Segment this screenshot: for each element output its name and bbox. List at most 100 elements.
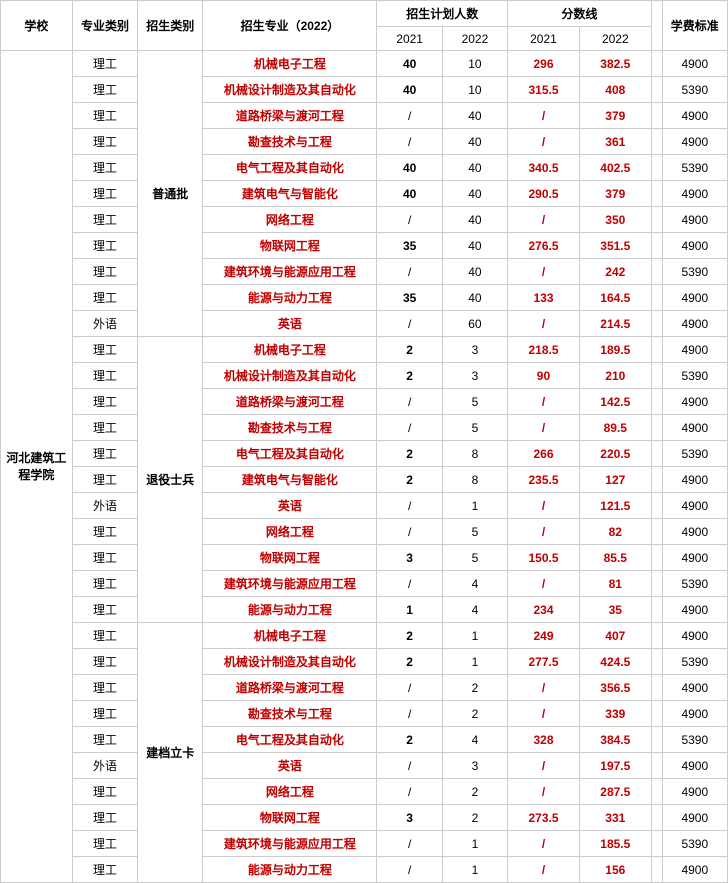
major-cell: 物联网工程 [203,233,377,259]
spacer-cell [651,389,662,415]
spacer-cell [651,103,662,129]
plan-2021-cell: 2 [377,363,442,389]
major-cell: 勘查技术与工程 [203,129,377,155]
spacer-cell [651,155,662,181]
spacer-cell [651,259,662,285]
score-2021-cell: 90 [508,363,580,389]
spacer-cell [651,649,662,675]
major-cell: 机械电子工程 [203,51,377,77]
spacer-cell [651,467,662,493]
major-cell: 道路桥梁与渡河工程 [203,103,377,129]
tuition-cell: 5390 [662,571,727,597]
score-2021-cell: 340.5 [508,155,580,181]
table-row: 理工建筑环境与能源应用工程/1/185.55390 [1,831,728,857]
tuition-cell: 4900 [662,103,727,129]
plan-2021-cell: 3 [377,545,442,571]
score-2022-cell: 85.5 [579,545,651,571]
plan-2021-cell: / [377,701,442,727]
score-2022-cell: 407 [579,623,651,649]
plan-2022-cell: 2 [442,805,507,831]
plan-2022-cell: 3 [442,337,507,363]
plan-2021-cell: / [377,675,442,701]
plan-2021-cell: / [377,259,442,285]
plan-2022-cell: 10 [442,51,507,77]
plan-2021-cell: / [377,389,442,415]
spacer-cell [651,181,662,207]
plan-2022-cell: 8 [442,467,507,493]
plan-2022-cell: 4 [442,727,507,753]
spacer-cell [651,675,662,701]
table-body: 河北建筑工程学院理工普通批机械电子工程4010296382.54900理工机械设… [1,51,728,883]
plan-2021-cell: / [377,753,442,779]
col-score-line: 分数线 [508,1,652,27]
tuition-cell: 4900 [662,597,727,623]
tuition-cell: 4900 [662,753,727,779]
spacer-cell [651,727,662,753]
major-type-cell: 理工 [72,155,137,181]
score-2021-cell: 133 [508,285,580,311]
spacer-cell [651,363,662,389]
spacer-cell [651,129,662,155]
spacer-cell [651,545,662,571]
plan-2021-cell: 35 [377,233,442,259]
plan-2021-cell: / [377,831,442,857]
table-row: 理工勘查技术与工程/5/89.54900 [1,415,728,441]
tuition-cell: 4900 [662,805,727,831]
spacer-cell [651,51,662,77]
plan-2021-cell: / [377,415,442,441]
score-2021-cell: 249 [508,623,580,649]
plan-2022-cell: 60 [442,311,507,337]
admission-table: 学校 专业类别 招生类别 招生专业（2022） 招生计划人数 分数线 学费标准 … [0,0,728,883]
spacer-cell [651,597,662,623]
plan-2022-cell: 40 [442,259,507,285]
table-row: 理工机械设计制造及其自动化23902105390 [1,363,728,389]
table-row: 理工建筑环境与能源应用工程/4/815390 [1,571,728,597]
tuition-cell: 4900 [662,415,727,441]
table-row: 理工道路桥梁与渡河工程/40/3794900 [1,103,728,129]
spacer-cell [651,311,662,337]
score-2021-cell: 276.5 [508,233,580,259]
tuition-cell: 4900 [662,311,727,337]
score-2022-cell: 361 [579,129,651,155]
plan-2022-cell: 2 [442,779,507,805]
major-cell: 网络工程 [203,519,377,545]
score-2022-cell: 89.5 [579,415,651,441]
score-2022-cell: 379 [579,181,651,207]
major-cell: 机械电子工程 [203,623,377,649]
score-2021-cell: / [508,519,580,545]
spacer-cell [651,441,662,467]
plan-2022-cell: 2 [442,675,507,701]
major-type-cell: 理工 [72,857,137,883]
tuition-cell: 4900 [662,51,727,77]
major-type-cell: 理工 [72,571,137,597]
table-row: 理工网络工程/40/3504900 [1,207,728,233]
col-score-2021: 2021 [508,27,580,51]
table-row: 理工电气工程及其自动化24328384.55390 [1,727,728,753]
score-2022-cell: 287.5 [579,779,651,805]
major-type-cell: 理工 [72,519,137,545]
major-type-cell: 理工 [72,545,137,571]
plan-2021-cell: / [377,311,442,337]
plan-2022-cell: 5 [442,389,507,415]
table-row: 理工能源与动力工程/1/1564900 [1,857,728,883]
major-cell: 勘查技术与工程 [203,701,377,727]
score-2021-cell: 266 [508,441,580,467]
major-cell: 英语 [203,311,377,337]
score-2021-cell: / [508,857,580,883]
major-cell: 建筑电气与智能化 [203,467,377,493]
tuition-cell: 5390 [662,649,727,675]
score-2021-cell: / [508,389,580,415]
major-cell: 建筑电气与智能化 [203,181,377,207]
score-2022-cell: 339 [579,701,651,727]
tuition-cell: 4900 [662,545,727,571]
plan-2022-cell: 40 [442,129,507,155]
score-2022-cell: 82 [579,519,651,545]
major-cell: 能源与动力工程 [203,597,377,623]
plan-2021-cell: / [377,207,442,233]
major-cell: 建筑环境与能源应用工程 [203,831,377,857]
score-2021-cell: / [508,259,580,285]
tuition-cell: 4900 [662,129,727,155]
score-2021-cell: 277.5 [508,649,580,675]
table-row: 理工建筑电气与智能化28235.51274900 [1,467,728,493]
score-2022-cell: 356.5 [579,675,651,701]
